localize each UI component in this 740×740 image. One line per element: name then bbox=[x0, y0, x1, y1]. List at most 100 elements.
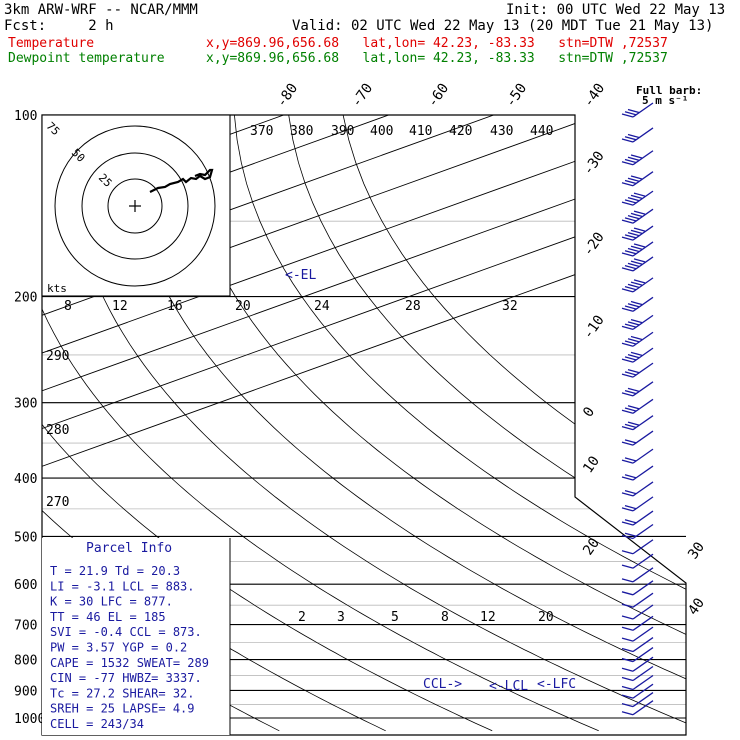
wind-barb-flag bbox=[627, 156, 640, 161]
wind-barb-shaft bbox=[632, 580, 654, 596]
wind-barb-flag bbox=[627, 368, 640, 374]
wind-barb-flag bbox=[630, 212, 643, 218]
lfc-annotation: <-LFC bbox=[537, 677, 576, 692]
theta-label-370: 370 bbox=[250, 124, 273, 139]
speed-label-8: 8 bbox=[64, 299, 72, 314]
wind-barb bbox=[621, 347, 654, 363]
isotherm-label-top: -60 bbox=[425, 81, 453, 111]
wind-barb-flag bbox=[624, 111, 637, 116]
theta-label-270: 270 bbox=[46, 495, 69, 510]
isotherm-label-top: -70 bbox=[349, 81, 377, 111]
el-annotation: <-EL bbox=[285, 268, 316, 283]
wind-barb-shaft bbox=[632, 665, 654, 682]
wind-barb-flag bbox=[633, 243, 646, 248]
wind-barb-flag bbox=[621, 564, 634, 569]
wind-barb-flag bbox=[621, 182, 634, 187]
mixing-ratio-label-8: 8 bbox=[441, 610, 449, 625]
wind-barb-flag bbox=[630, 335, 643, 341]
wind-barb-flag bbox=[621, 358, 634, 363]
wind-barb-flag bbox=[621, 626, 634, 631]
model-title: 3km ARW-WRF -- NCAR/MMM bbox=[4, 2, 198, 18]
mixing-ratio-label-5: 5 bbox=[391, 610, 399, 625]
isotherm-label-right: -10 bbox=[580, 312, 608, 342]
wind-barb bbox=[621, 208, 654, 224]
wind-barb bbox=[621, 700, 654, 716]
parcel-info-row: SREH = 25 LAPSE= 4.9 bbox=[50, 702, 195, 716]
wind-barb-flag bbox=[621, 113, 634, 118]
wind-barb bbox=[621, 580, 654, 596]
wind-barb-shaft bbox=[632, 656, 654, 672]
wind-barb-flag bbox=[627, 262, 640, 268]
wind-barb bbox=[621, 665, 654, 682]
wind-legend-title: Full barb: bbox=[636, 84, 702, 97]
wind-barb bbox=[621, 430, 654, 446]
wind-barb bbox=[621, 553, 654, 569]
wind-barb bbox=[621, 398, 654, 414]
wind-legend-value: 5 m s⁻¹ bbox=[642, 94, 688, 107]
wind-barb-flag bbox=[621, 702, 634, 708]
speed-label-12: 12 bbox=[112, 299, 128, 314]
theta-label-290: 290 bbox=[46, 349, 69, 364]
wind-barb bbox=[621, 415, 654, 431]
wind-barb bbox=[621, 296, 654, 312]
wind-barb-flag bbox=[624, 505, 637, 510]
wind-barb-flag bbox=[621, 534, 634, 540]
parcel-info-title: Parcel Info bbox=[86, 541, 172, 556]
wind-barb-shaft bbox=[632, 208, 654, 224]
wind-barb bbox=[621, 102, 654, 118]
wind-barb-flag bbox=[621, 603, 634, 608]
wind-barb-flag bbox=[633, 258, 646, 263]
parcel-info-row: CELL = 243/34 bbox=[50, 717, 144, 731]
wind-barb-flag bbox=[621, 685, 634, 691]
wind-barb bbox=[621, 626, 654, 642]
wind-barb-shaft bbox=[632, 481, 654, 497]
mixing-ratio-label-12: 12 bbox=[480, 610, 496, 625]
pressure-label-400: 400 bbox=[14, 472, 37, 487]
wind-barb-flag bbox=[621, 476, 634, 481]
wind-barb-flag bbox=[621, 492, 634, 497]
wind-barb bbox=[621, 225, 654, 241]
hodograph-units: kts bbox=[47, 282, 67, 295]
pressure-label-100: 100 bbox=[14, 109, 37, 124]
wind-barb-flag bbox=[630, 229, 643, 234]
theta-label-440: 440 bbox=[530, 124, 553, 139]
wind-barb-flag bbox=[621, 342, 634, 347]
wind-barb-flag bbox=[627, 321, 640, 326]
wind-barb-flag bbox=[621, 578, 634, 583]
valid-time: Valid: 02 UTC Wed 22 May 13 (20 MDT Tue … bbox=[292, 18, 714, 34]
wind-barb-shaft bbox=[632, 190, 654, 206]
wind-barb bbox=[621, 362, 654, 378]
isotherm-label-top: -80 bbox=[274, 81, 302, 111]
isotherm-line bbox=[42, 115, 686, 732]
wind-barb-flag bbox=[624, 250, 637, 255]
wind-barb-flag bbox=[630, 194, 643, 199]
pressure-label-700: 700 bbox=[14, 619, 37, 634]
wind-barb-flag bbox=[624, 158, 637, 164]
isotherm-label-right: -30 bbox=[580, 148, 608, 178]
dry-adiabat bbox=[42, 115, 599, 732]
wind-barb-shaft bbox=[632, 539, 654, 555]
theta-label-390: 390 bbox=[331, 124, 354, 139]
isotherm-label-right: 10 bbox=[580, 453, 603, 476]
wind-barb-flag bbox=[621, 521, 634, 526]
wind-barb-flag bbox=[630, 281, 643, 286]
wind-barb-flag bbox=[627, 177, 640, 182]
wind-barb-flag bbox=[621, 647, 634, 653]
wind-barb bbox=[621, 150, 654, 166]
wind-barb-flag bbox=[621, 236, 634, 241]
wind-barb bbox=[621, 277, 654, 293]
wind-barb-flag bbox=[624, 179, 637, 185]
wind-barb bbox=[621, 674, 654, 691]
wind-barb-flag bbox=[621, 392, 634, 397]
wind-barb-flag bbox=[621, 426, 634, 431]
dry-adiabat bbox=[69, 115, 686, 732]
wind-barb bbox=[621, 314, 654, 330]
wind-barb-shaft bbox=[632, 604, 654, 620]
wind-barb-flag bbox=[624, 439, 637, 444]
wind-barb-shaft bbox=[632, 592, 654, 608]
wind-barb-flag bbox=[630, 260, 643, 265]
parcel-info-row: SVI = -0.4 CCL = 873. bbox=[50, 625, 202, 639]
wind-barb-flag bbox=[621, 288, 634, 293]
wind-barb-flag bbox=[621, 657, 634, 663]
theta-label-380: 380 bbox=[290, 124, 313, 139]
